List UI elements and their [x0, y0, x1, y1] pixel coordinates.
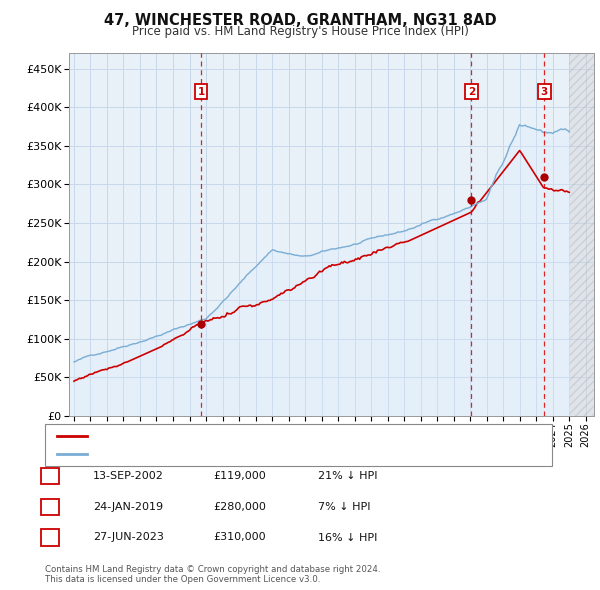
Text: HPI: Average price, detached house, South Kesteven: HPI: Average price, detached house, Sout…: [93, 449, 367, 459]
Text: Contains HM Land Registry data © Crown copyright and database right 2024.
This d: Contains HM Land Registry data © Crown c…: [45, 565, 380, 584]
Text: £119,000: £119,000: [213, 471, 266, 481]
Text: 1: 1: [46, 470, 55, 483]
Text: 21% ↓ HPI: 21% ↓ HPI: [318, 471, 377, 481]
Text: £280,000: £280,000: [213, 502, 266, 512]
Text: 16% ↓ HPI: 16% ↓ HPI: [318, 533, 377, 542]
Text: 1: 1: [197, 87, 205, 97]
Text: 3: 3: [46, 531, 55, 544]
Text: Price paid vs. HM Land Registry's House Price Index (HPI): Price paid vs. HM Land Registry's House …: [131, 25, 469, 38]
Text: 27-JUN-2023: 27-JUN-2023: [93, 533, 164, 542]
Text: £310,000: £310,000: [213, 533, 266, 542]
Text: 7% ↓ HPI: 7% ↓ HPI: [318, 502, 371, 512]
Bar: [569, 53, 594, 416]
Text: 47, WINCHESTER ROAD, GRANTHAM, NG31 8AD (detached house): 47, WINCHESTER ROAD, GRANTHAM, NG31 8AD …: [93, 431, 437, 441]
Text: 3: 3: [541, 87, 548, 97]
Text: 24-JAN-2019: 24-JAN-2019: [93, 502, 163, 512]
Text: 2: 2: [46, 500, 55, 513]
Text: 47, WINCHESTER ROAD, GRANTHAM, NG31 8AD: 47, WINCHESTER ROAD, GRANTHAM, NG31 8AD: [104, 13, 496, 28]
Text: 13-SEP-2002: 13-SEP-2002: [93, 471, 164, 481]
Text: 2: 2: [468, 87, 475, 97]
